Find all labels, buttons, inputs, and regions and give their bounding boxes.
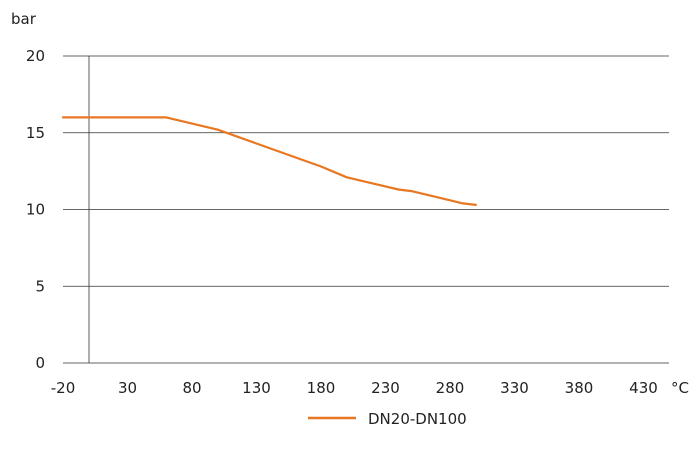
y-tick-label: 5 xyxy=(35,277,45,295)
y-tick-label: 20 xyxy=(26,47,45,65)
x-tick-label: 180 xyxy=(307,379,336,397)
y-tick-label: 15 xyxy=(26,124,45,142)
x-tick-label: 30 xyxy=(118,379,137,397)
y-tick-label: 0 xyxy=(35,354,45,372)
x-tick-label: 380 xyxy=(565,379,594,397)
x-tick-label: 280 xyxy=(436,379,465,397)
legend: DN20-DN100 xyxy=(308,410,467,428)
y-axis-unit-label: bar xyxy=(11,10,37,28)
x-tick-label: 430 xyxy=(629,379,658,397)
y-tick-labels: 0 5 10 15 20 xyxy=(26,47,45,372)
x-tick-labels: -20 30 80 130 180 230 280 330 380 430 xyxy=(51,379,658,397)
x-tick-label: 230 xyxy=(371,379,400,397)
x-tick-label: -20 xyxy=(51,379,76,397)
series-lines xyxy=(61,116,477,206)
x-tick-label: 330 xyxy=(500,379,529,397)
x-tick-label: 130 xyxy=(242,379,271,397)
y-tick-label: 10 xyxy=(26,201,45,219)
legend-label-dn20-dn100: DN20-DN100 xyxy=(368,410,467,428)
x-tick-label: 80 xyxy=(182,379,201,397)
grid xyxy=(63,55,669,364)
x-axis-unit-label: °C xyxy=(671,379,689,397)
series-line-dn20-dn100 xyxy=(61,116,477,206)
